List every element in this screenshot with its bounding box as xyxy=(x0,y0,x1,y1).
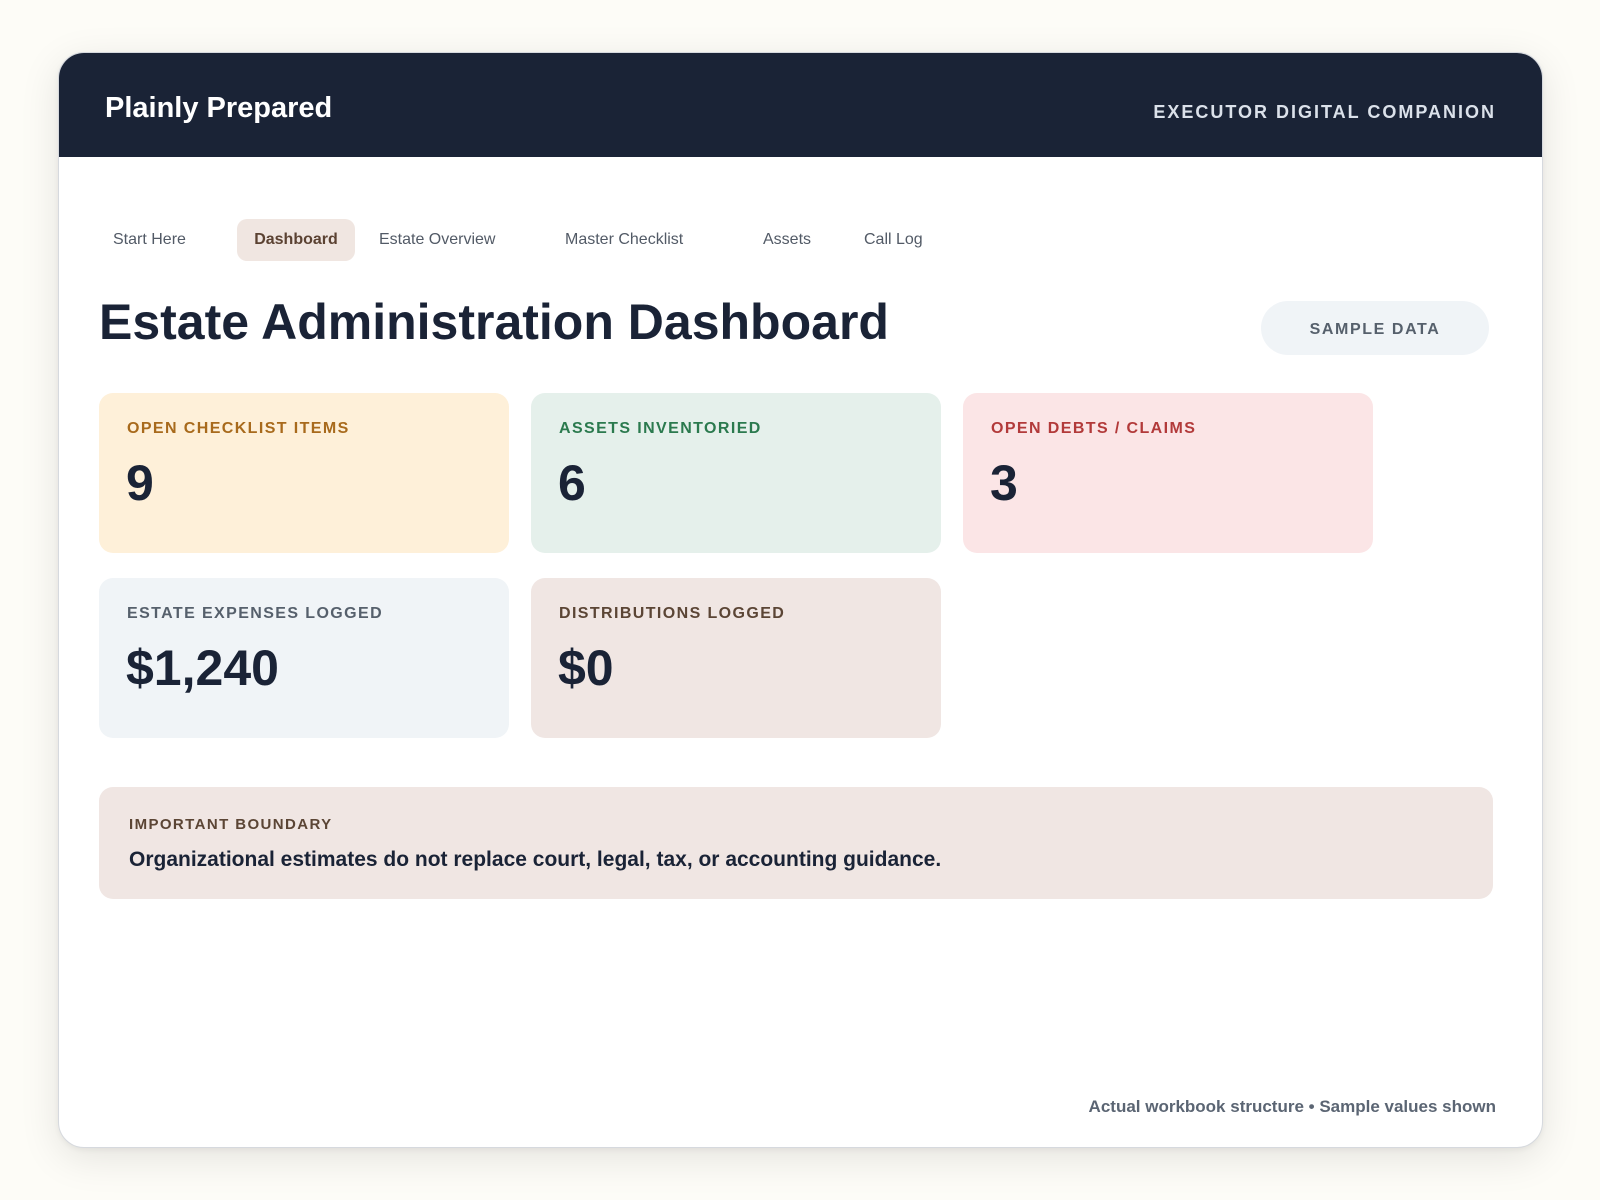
stat-card-assets-inventoried: ASSETS INVENTORIED 6 xyxy=(531,393,941,553)
brand-name: Plainly Prepared xyxy=(105,92,333,124)
footer-note: Actual workbook structure • Sample value… xyxy=(1088,1097,1496,1116)
top-bar: Plainly Prepared EXECUTOR DIGITAL COMPAN… xyxy=(59,53,1542,157)
stat-card-value: 6 xyxy=(558,455,586,511)
notice-text: Organizational estimates do not replace … xyxy=(129,848,942,871)
stat-card-label: OPEN CHECKLIST ITEMS xyxy=(127,420,350,437)
tab-start-here[interactable]: Start Here xyxy=(113,231,186,248)
notice-title: IMPORTANT BOUNDARY xyxy=(129,816,333,833)
stat-card-label: ASSETS INVENTORIED xyxy=(559,420,762,437)
stat-card-value: 3 xyxy=(990,455,1018,511)
stat-card-label: ESTATE EXPENSES LOGGED xyxy=(127,605,384,622)
tab-dashboard[interactable]: Dashboard xyxy=(237,219,355,261)
sample-data-badge: SAMPLE DATA xyxy=(1261,301,1489,355)
app-tagline: EXECUTOR DIGITAL COMPANION xyxy=(1153,102,1496,122)
stat-card-label: OPEN DEBTS / CLAIMS xyxy=(991,420,1197,437)
stat-card-distributions-logged: DISTRIBUTIONS LOGGED $0 xyxy=(531,578,941,738)
stat-card-label: DISTRIBUTIONS LOGGED xyxy=(559,605,786,622)
stat-card-open-debts-claims: OPEN DEBTS / CLAIMS 3 xyxy=(963,393,1373,553)
page-title: Estate Administration Dashboard xyxy=(99,294,889,350)
stat-card-value: $1,240 xyxy=(126,640,279,696)
stat-card-value: $0 xyxy=(558,640,614,696)
tab-call-log[interactable]: Call Log xyxy=(864,231,923,248)
app-window: Plainly Prepared EXECUTOR DIGITAL COMPAN… xyxy=(58,52,1543,1148)
stat-card-estate-expenses-logged: ESTATE EXPENSES LOGGED $1,240 xyxy=(99,578,509,738)
important-boundary-notice: IMPORTANT BOUNDARY Organizational estima… xyxy=(99,787,1493,899)
tab-estate-overview[interactable]: Estate Overview xyxy=(379,231,496,248)
stat-card-value: 9 xyxy=(126,455,154,511)
stat-card-open-checklist-items: OPEN CHECKLIST ITEMS 9 xyxy=(99,393,509,553)
tab-master-checklist[interactable]: Master Checklist xyxy=(565,231,684,248)
tab-assets[interactable]: Assets xyxy=(763,231,812,248)
